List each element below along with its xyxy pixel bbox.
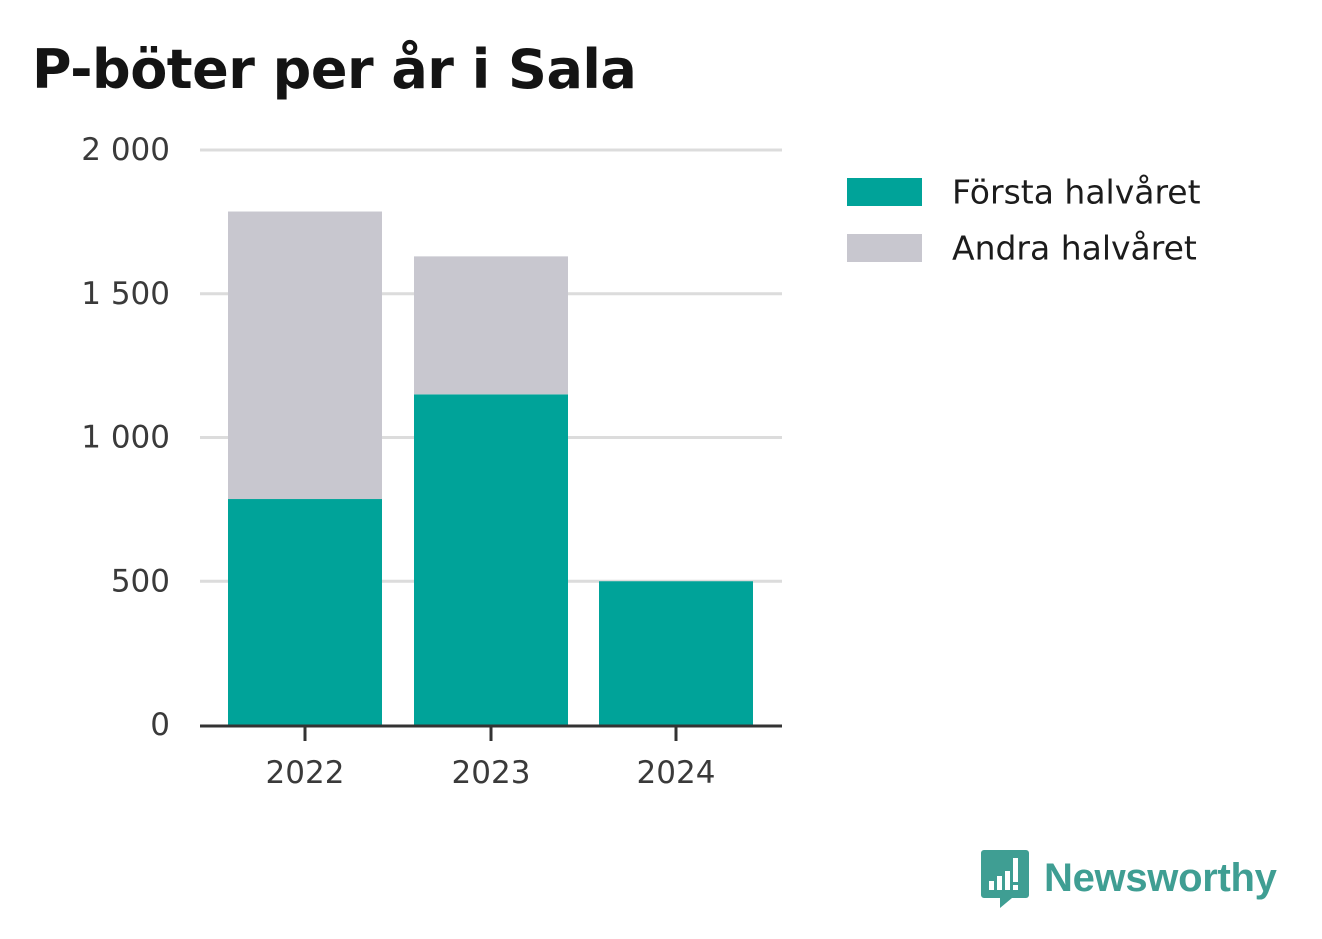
y-tick-label: 2 000 [81, 132, 170, 168]
legend: Första halvåret Andra halvåret [847, 173, 1201, 268]
x-tick-label: 2024 [637, 755, 716, 791]
newsworthy-logo: Newsworthy [980, 848, 1277, 908]
bar-first-half-2023 [414, 394, 568, 725]
y-tick-label: 500 [111, 563, 170, 599]
bars [228, 211, 753, 725]
legend-swatch [847, 178, 922, 206]
y-tick-label: 0 [150, 707, 170, 743]
y-tick-label: 1 000 [81, 420, 170, 456]
legend-label: Andra halvåret [952, 229, 1197, 268]
chart-title: P-böter per år i Sala [32, 38, 637, 101]
legend-label: Första halvåret [952, 173, 1201, 212]
x-tick-label: 2022 [266, 755, 345, 791]
bar-second-half-2022 [228, 211, 382, 500]
legend-swatch [847, 234, 922, 262]
bar-first-half-2022 [228, 499, 382, 725]
x-tick-label: 2023 [452, 755, 531, 791]
bar-second-half-2023 [414, 256, 568, 395]
axes: 0 500 1 000 1 500 2 000 2022 2023 2024 [81, 132, 782, 791]
y-tick-label: 1 500 [81, 276, 170, 312]
bar-first-half-2024 [599, 581, 753, 725]
bar-chart-speech-bubble-icon [981, 850, 1029, 908]
brand-name: Newsworthy [1044, 855, 1277, 900]
